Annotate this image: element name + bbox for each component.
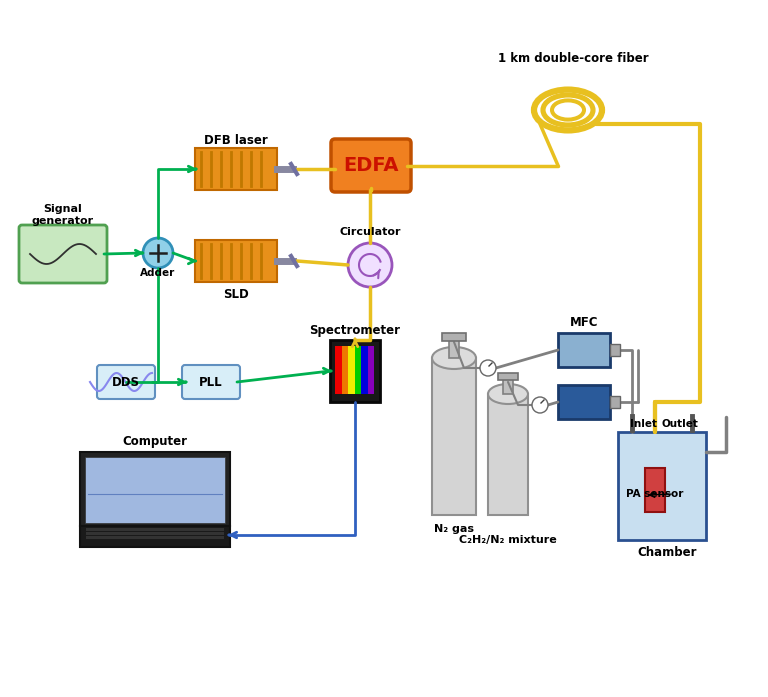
Bar [335, 346, 342, 394]
Bar [503, 378, 513, 394]
Bar [488, 394, 528, 515]
Text: Circulator: Circulator [339, 227, 401, 237]
Bar [86, 536, 224, 539]
Bar [342, 346, 348, 394]
Text: 1 km double-core fiber: 1 km double-core fiber [498, 52, 648, 65]
Ellipse shape [432, 347, 476, 369]
Bar [86, 528, 224, 530]
Circle shape [348, 243, 392, 287]
Text: DFB laser: DFB laser [204, 134, 268, 146]
Text: Spectrometer: Spectrometer [310, 323, 400, 337]
Bar [449, 338, 459, 358]
Text: Outlet: Outlet [661, 419, 698, 429]
Circle shape [143, 238, 173, 268]
Bar [610, 396, 620, 408]
Bar [558, 385, 610, 419]
Ellipse shape [488, 384, 528, 404]
Bar [368, 346, 374, 394]
Bar [80, 526, 230, 547]
Bar [85, 457, 225, 523]
Text: MFC: MFC [570, 316, 598, 328]
Bar [442, 333, 466, 341]
Text: SLD: SLD [223, 287, 249, 300]
Text: DDS: DDS [112, 376, 140, 388]
Text: C₂H₂/N₂ mixture: C₂H₂/N₂ mixture [459, 535, 557, 545]
Text: Inlet: Inlet [630, 419, 657, 429]
Text: Adder: Adder [141, 268, 176, 278]
Bar [498, 373, 518, 380]
Bar [361, 346, 368, 394]
Circle shape [532, 397, 548, 413]
FancyBboxPatch shape [19, 225, 107, 283]
Text: Signal
generator: Signal generator [32, 204, 94, 226]
Text: PLL: PLL [199, 376, 223, 388]
FancyBboxPatch shape [97, 365, 155, 399]
Text: Chamber: Chamber [637, 546, 697, 558]
Bar [80, 452, 230, 526]
Bar [195, 240, 277, 282]
Bar [348, 346, 355, 394]
Bar [195, 148, 277, 190]
Circle shape [480, 360, 496, 376]
FancyBboxPatch shape [182, 365, 240, 399]
Text: EDFA: EDFA [343, 156, 399, 175]
Bar [355, 346, 361, 394]
Bar [330, 340, 380, 402]
Bar [610, 344, 620, 356]
Bar [432, 358, 476, 515]
Text: N₂ gas: N₂ gas [434, 524, 474, 534]
FancyBboxPatch shape [331, 139, 411, 192]
Bar [618, 432, 706, 540]
Bar [645, 468, 665, 512]
Bar [86, 532, 224, 535]
Text: PA sensor: PA sensor [626, 489, 684, 499]
Bar [558, 333, 610, 367]
Ellipse shape [559, 105, 577, 115]
Text: Computer: Computer [123, 436, 187, 448]
